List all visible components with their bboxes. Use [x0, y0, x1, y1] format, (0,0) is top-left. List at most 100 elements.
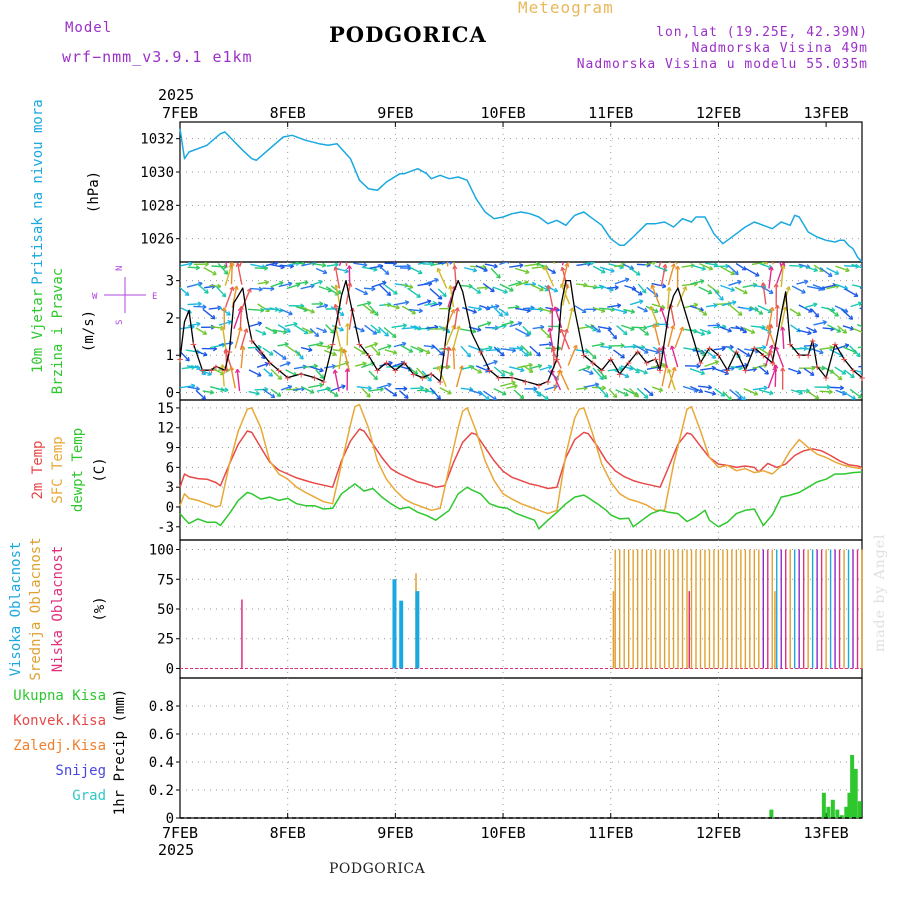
- wind-arrow: [180, 325, 195, 330]
- precip-legend-0: Ukupna Kisa: [13, 688, 106, 704]
- wind-arrow-field: [180, 244, 874, 400]
- wind-arrow: [582, 368, 594, 375]
- wind-arrow: [423, 345, 435, 348]
- wind-arrow: [660, 264, 667, 287]
- wind-gust-marker: +: [760, 349, 767, 362]
- wind-arrow: [477, 321, 492, 328]
- wind-gust-marker: +: [410, 368, 417, 381]
- wind-arrow-head: [528, 362, 533, 368]
- precip-legend-1: Konvek.Kisa: [13, 713, 106, 729]
- wind-arrow: [689, 368, 705, 375]
- wind-arrow-head: [630, 326, 635, 332]
- wind-arrow: [622, 263, 634, 270]
- wind-arrow-head: [700, 370, 706, 376]
- precip-bar: [839, 815, 844, 818]
- wind-arrow: [649, 306, 660, 328]
- wind-arrow: [446, 262, 449, 267]
- wind-arrow: [250, 287, 263, 291]
- wind-arrow: [758, 365, 769, 375]
- wind-arrow: [539, 343, 553, 346]
- wind-arrow: [377, 344, 392, 351]
- wind-arrow-head: [341, 384, 346, 390]
- wind-arrow: [750, 305, 763, 315]
- wind-arrow: [608, 388, 618, 398]
- wind-arrow: [449, 285, 455, 308]
- wind-arrow-head: [572, 344, 578, 350]
- wind-arrow: [492, 324, 507, 330]
- wind-arrow: [599, 266, 615, 273]
- wind-gust-marker: +: [850, 364, 857, 377]
- wind-arrow-head: [517, 321, 523, 327]
- wind-arrow: [734, 390, 746, 400]
- wind-arrow-head: [519, 262, 524, 269]
- wind-arrow-head: [202, 351, 208, 357]
- wind-arrow: [369, 265, 384, 269]
- wind-arrow: [820, 284, 837, 289]
- wind-arrow: [361, 387, 371, 398]
- wind-arrow: [407, 287, 421, 298]
- wind-arrow: [263, 368, 273, 377]
- wind-arrow: [516, 345, 529, 357]
- wind-arrow-head: [539, 286, 544, 292]
- temp-label-2m: 2m Temp: [30, 440, 46, 499]
- wind-arrow: [768, 307, 774, 330]
- wind-arrow: [615, 389, 629, 397]
- wind-arrow: [203, 267, 217, 276]
- wind-arrow: [520, 344, 532, 356]
- wind-arrow: [690, 385, 703, 393]
- wind-arrow-head: [270, 393, 276, 399]
- wind-arrow: [852, 284, 862, 288]
- wind-arrow-head: [602, 374, 608, 380]
- wind-arrow: [439, 387, 452, 395]
- wind-arrow-head: [727, 396, 732, 400]
- wind-arrow: [776, 304, 779, 328]
- wind-arrow-head: [314, 332, 320, 338]
- wind-arrow: [574, 305, 587, 313]
- wind-arrow-head: [807, 330, 812, 336]
- wind-gust-marker: +: [477, 346, 484, 359]
- wind-arrow: [690, 329, 705, 336]
- wind-gust-marker: +: [823, 372, 830, 385]
- y-tick-label-temperature: 6: [166, 460, 174, 476]
- cloud-label-mid: Srednja Oblacnost: [28, 537, 44, 680]
- wind-gust-marker: +: [199, 364, 206, 377]
- wind-arrow: [194, 365, 207, 376]
- wind-arrow: [285, 369, 297, 377]
- wind-arrow-head: [264, 279, 270, 286]
- wind-arrow: [548, 327, 554, 350]
- y-tick-label-cloud: 0: [166, 661, 174, 677]
- wind-arrow-head: [563, 328, 569, 334]
- wind-arrow: [493, 366, 506, 377]
- precip-unit-label: 1hr Precip (mm): [112, 689, 128, 815]
- wind-arrow-head: [207, 371, 212, 376]
- wind-arrow-head: [654, 308, 659, 314]
- wind-arrow-head: [346, 265, 352, 270]
- wind-arrow: [236, 369, 241, 392]
- wind-arrow: [295, 325, 309, 335]
- wind-gust-marker: +: [554, 353, 561, 366]
- wind-gust-marker: +: [257, 346, 264, 359]
- wind-arrow-head: [309, 389, 315, 394]
- wind-arrow-head: [373, 341, 379, 347]
- wind-arrow: [187, 266, 200, 269]
- wind-arrow: [646, 366, 661, 370]
- y-tick-label-temperature: 3: [166, 480, 174, 496]
- wind-arrow-head: [362, 361, 367, 367]
- wind-arrow: [566, 307, 574, 330]
- wind-arrow: [423, 278, 439, 285]
- wind-arrow: [509, 322, 522, 328]
- wind-arrow-head: [235, 262, 241, 268]
- wind-arrow-head: [600, 268, 606, 274]
- wind-arrow: [482, 282, 495, 293]
- wind-arrow-head: [870, 363, 874, 367]
- wind-arrow: [383, 326, 397, 338]
- wind-arrow: [384, 303, 400, 309]
- wind-arrow: [453, 307, 459, 330]
- wind-arrow: [597, 325, 612, 330]
- wind-arrow: [767, 367, 777, 389]
- wind-arrow-head: [344, 244, 348, 247]
- wind-gust-marker: +: [419, 372, 426, 385]
- wind-arrow: [774, 346, 785, 368]
- pressure-panel-label: Pritisak na nivou mora: [30, 99, 46, 284]
- wind-arrow-head: [841, 370, 847, 375]
